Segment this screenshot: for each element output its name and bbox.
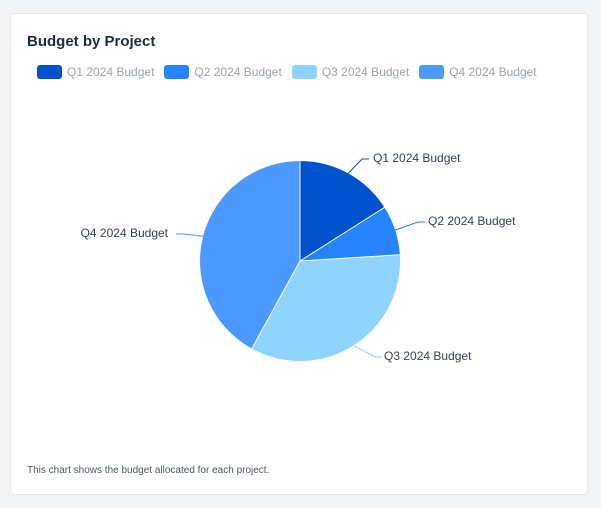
pie-slice-q4[interactable] bbox=[199, 161, 300, 349]
slice-label-q2: Q2 2024 Budget bbox=[428, 214, 516, 228]
legend-item-q2[interactable]: Q2 2024 Budget bbox=[164, 65, 282, 79]
legend-label-q2: Q2 2024 Budget bbox=[194, 65, 282, 79]
slice-separator bbox=[251, 260, 301, 349]
leader-line-q2 bbox=[394, 221, 425, 231]
chart-title: Budget by Project bbox=[27, 33, 156, 50]
leader-line-q1 bbox=[347, 158, 369, 174]
pie-chart: Q1 2024 Budget Q2 2024 Budget Q3 2024 Budg… bbox=[81, 151, 516, 363]
leader-line-q3 bbox=[353, 344, 382, 358]
chart-card: Budget by Project Q1 2024 Budget Q2 2024… bbox=[10, 13, 588, 495]
slice-label-q3: Q3 2024 Budget bbox=[384, 349, 472, 363]
slice-separator bbox=[299, 254, 400, 262]
legend-item-q1[interactable]: Q1 2024 Budget bbox=[37, 65, 154, 79]
leader-line-q4 bbox=[176, 233, 204, 237]
legend-label-q1: Q1 2024 Budget bbox=[67, 65, 155, 79]
legend-swatch-q2 bbox=[164, 65, 190, 79]
pie-slice-q1[interactable] bbox=[300, 161, 385, 261]
legend-swatch-q1 bbox=[37, 65, 62, 79]
chart-legend: Q1 2024 Budget Q2 2024 Budget Q3 2024 Bu… bbox=[37, 65, 547, 79]
legend-swatch-q4 bbox=[419, 65, 445, 79]
legend-label-q3: Q3 2024 Budget bbox=[321, 65, 410, 79]
slice-label-q1: Q1 2024 Budget bbox=[373, 151, 461, 165]
legend-label-q4: Q4 2024 Budget bbox=[449, 65, 537, 79]
legend-item-q4[interactable]: Q4 2024 Budget bbox=[419, 65, 537, 79]
slice-label-q4: Q4 2024 Budget bbox=[81, 226, 169, 240]
legend-swatch-q3 bbox=[291, 65, 317, 79]
pie-slice-q2[interactable] bbox=[300, 207, 400, 261]
slice-separator bbox=[299, 206, 385, 262]
legend-item-q3[interactable]: Q3 2024 Budget bbox=[291, 65, 410, 79]
chart-footnote: This chart shows the budget allocated fo… bbox=[27, 465, 270, 476]
